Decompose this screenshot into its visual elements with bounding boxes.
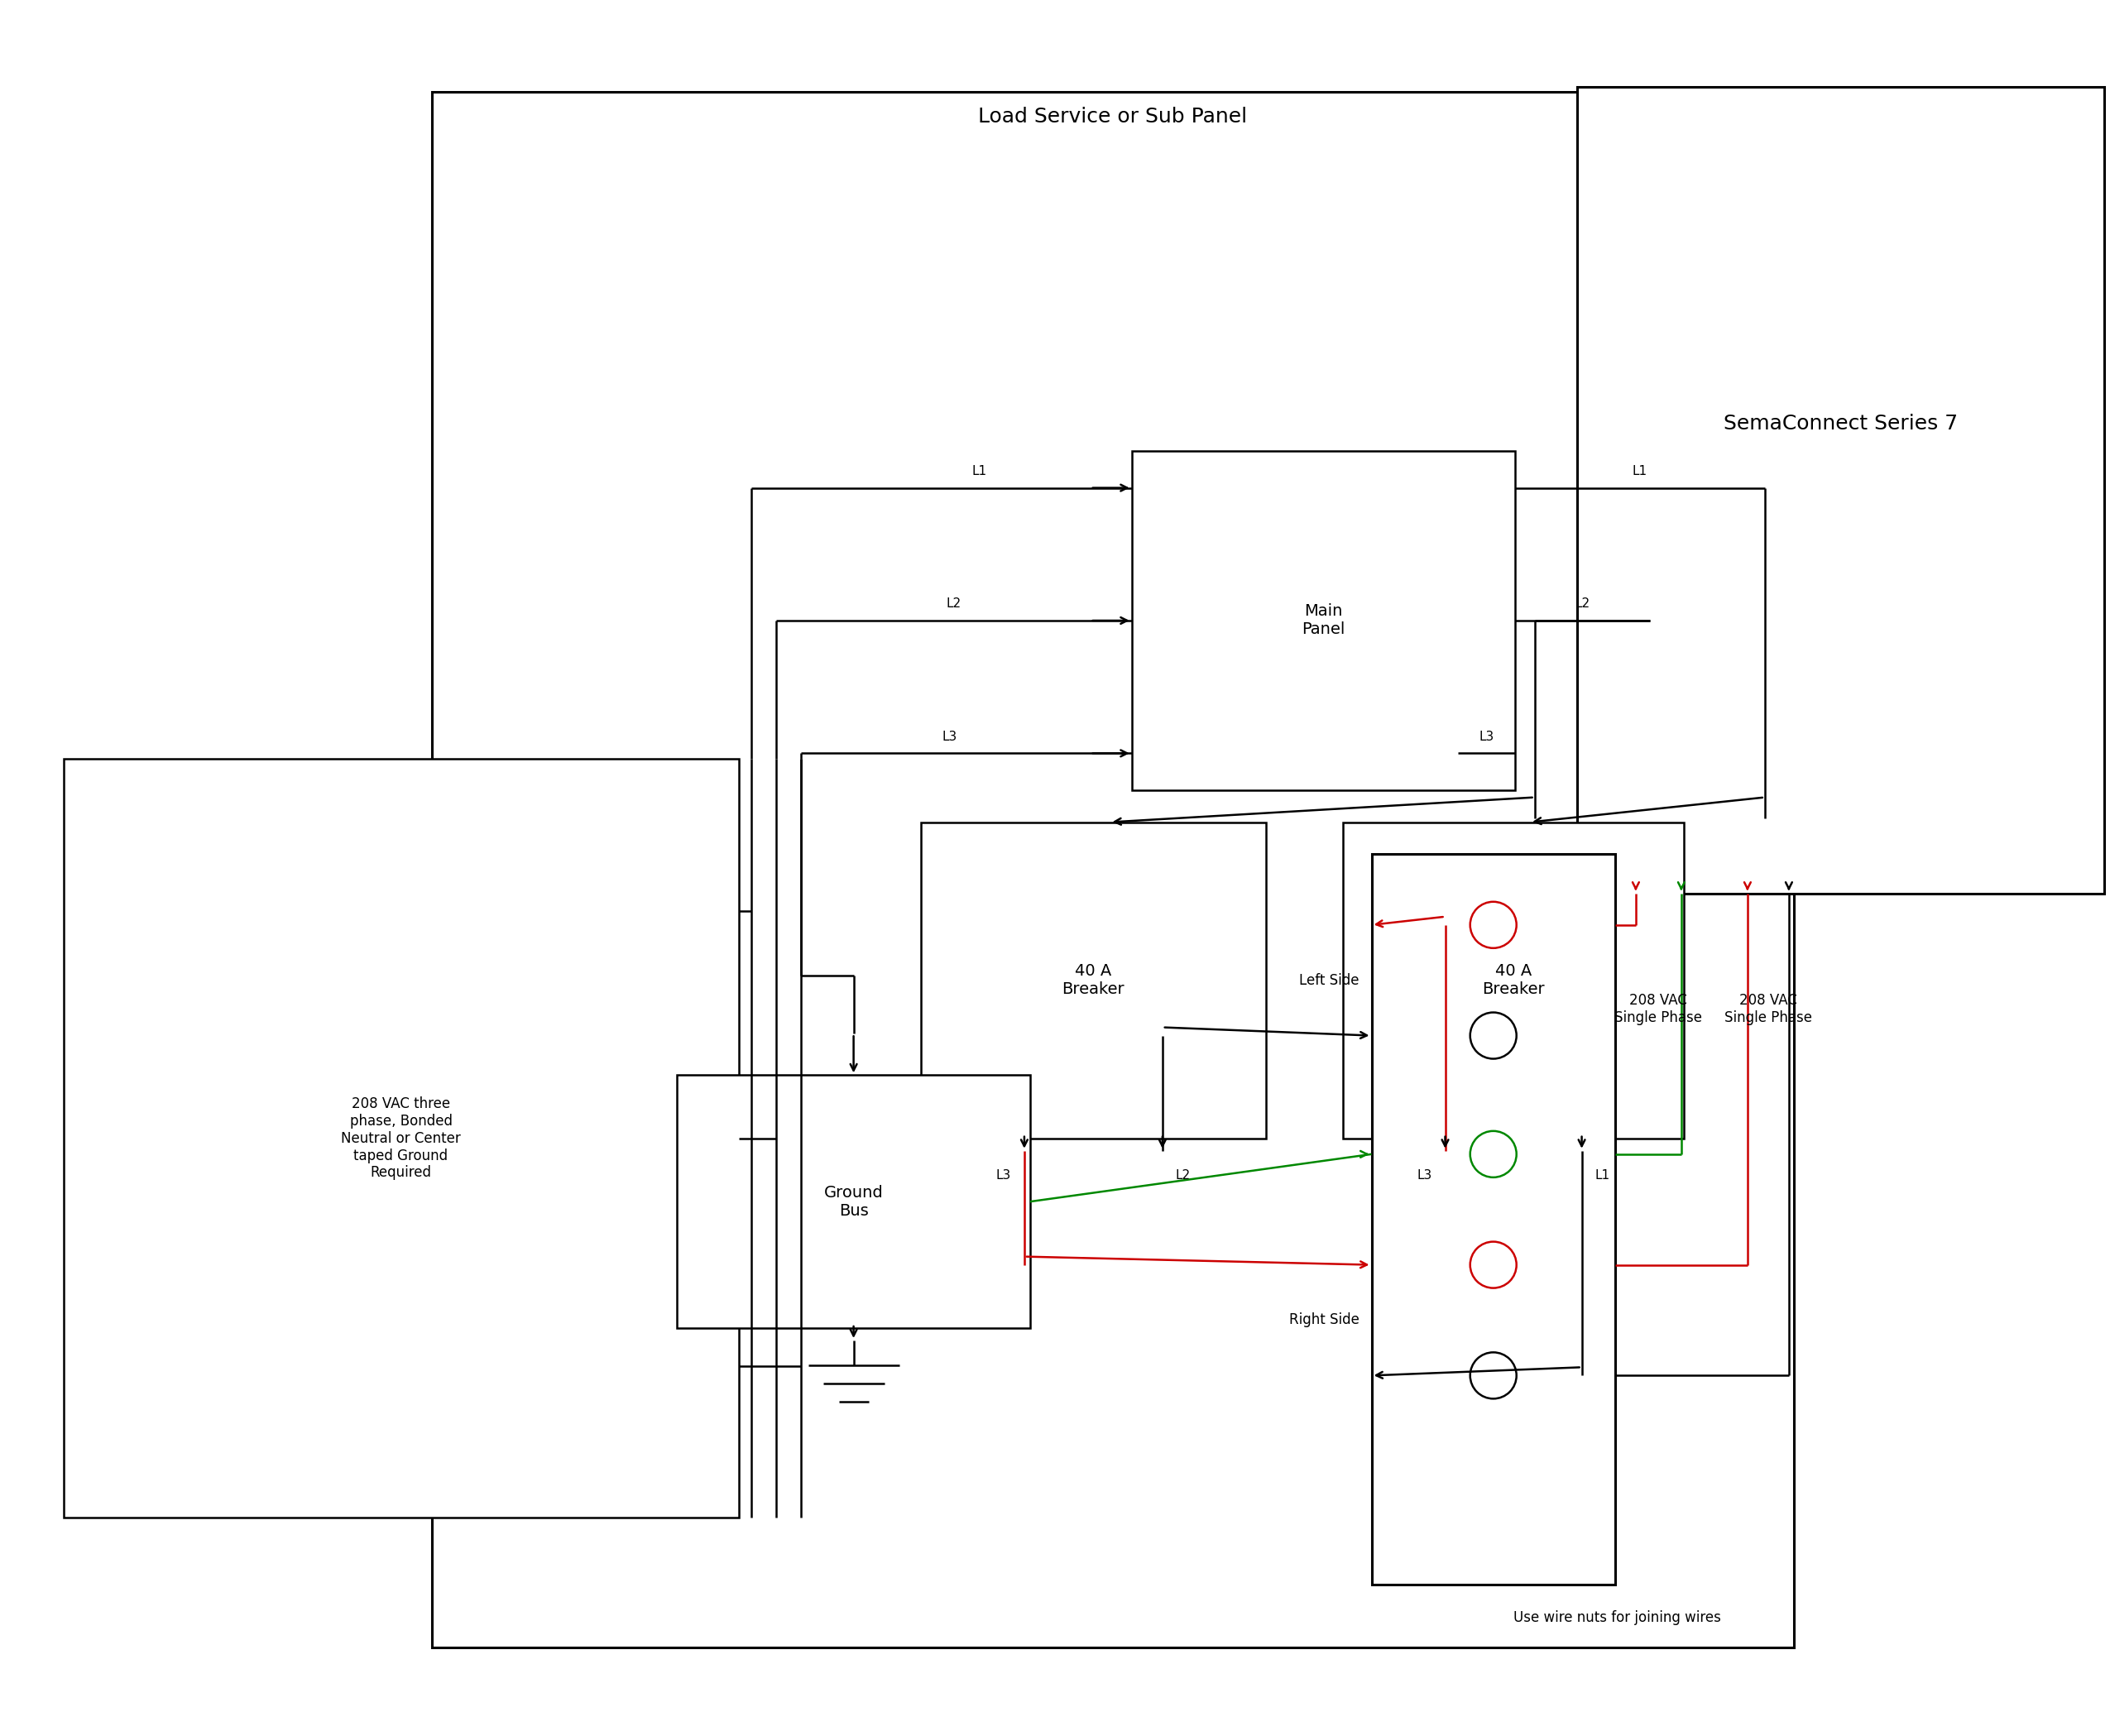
Text: 40 A
Breaker: 40 A Breaker (1481, 963, 1545, 996)
Bar (63, 759, 738, 1517)
Bar (1576, 87, 2104, 894)
Text: L2: L2 (1574, 597, 1591, 611)
Text: L1: L1 (1595, 1170, 1610, 1182)
Circle shape (1471, 1352, 1517, 1399)
Bar (1131, 451, 1515, 790)
Text: 40 A
Breaker: 40 A Breaker (1061, 963, 1125, 996)
Text: L1: L1 (973, 465, 987, 477)
Text: Load Service or Sub Panel: Load Service or Sub Panel (979, 106, 1247, 127)
Text: L3: L3 (1479, 731, 1494, 743)
Text: Left Side: Left Side (1300, 972, 1359, 988)
Circle shape (1471, 1241, 1517, 1288)
Text: L2: L2 (945, 597, 962, 611)
Text: Main
Panel: Main Panel (1302, 604, 1346, 637)
Text: 208 VAC
Single Phase: 208 VAC Single Phase (1724, 993, 1812, 1026)
Circle shape (1471, 1012, 1517, 1059)
Text: Right Side: Right Side (1289, 1312, 1359, 1328)
Bar (433, 92, 1793, 1647)
Text: L1: L1 (1633, 465, 1648, 477)
Text: L3: L3 (941, 731, 958, 743)
Circle shape (1471, 1130, 1517, 1177)
Circle shape (1471, 901, 1517, 948)
Text: 208 VAC
Single Phase: 208 VAC Single Phase (1614, 993, 1703, 1026)
Bar (1372, 854, 1614, 1585)
Bar (920, 823, 1266, 1139)
Text: L3: L3 (996, 1170, 1011, 1182)
Text: L3: L3 (1418, 1170, 1433, 1182)
Bar (1342, 823, 1684, 1139)
Text: SemaConnect Series 7: SemaConnect Series 7 (1724, 413, 1958, 434)
Bar (677, 1075, 1030, 1328)
Text: Use wire nuts for joining wires: Use wire nuts for joining wires (1513, 1609, 1722, 1625)
Text: Ground
Bus: Ground Bus (823, 1184, 884, 1219)
Text: L2: L2 (1175, 1170, 1190, 1182)
Text: 208 VAC three
phase, Bonded
Neutral or Center
taped Ground
Required: 208 VAC three phase, Bonded Neutral or C… (342, 1097, 460, 1180)
